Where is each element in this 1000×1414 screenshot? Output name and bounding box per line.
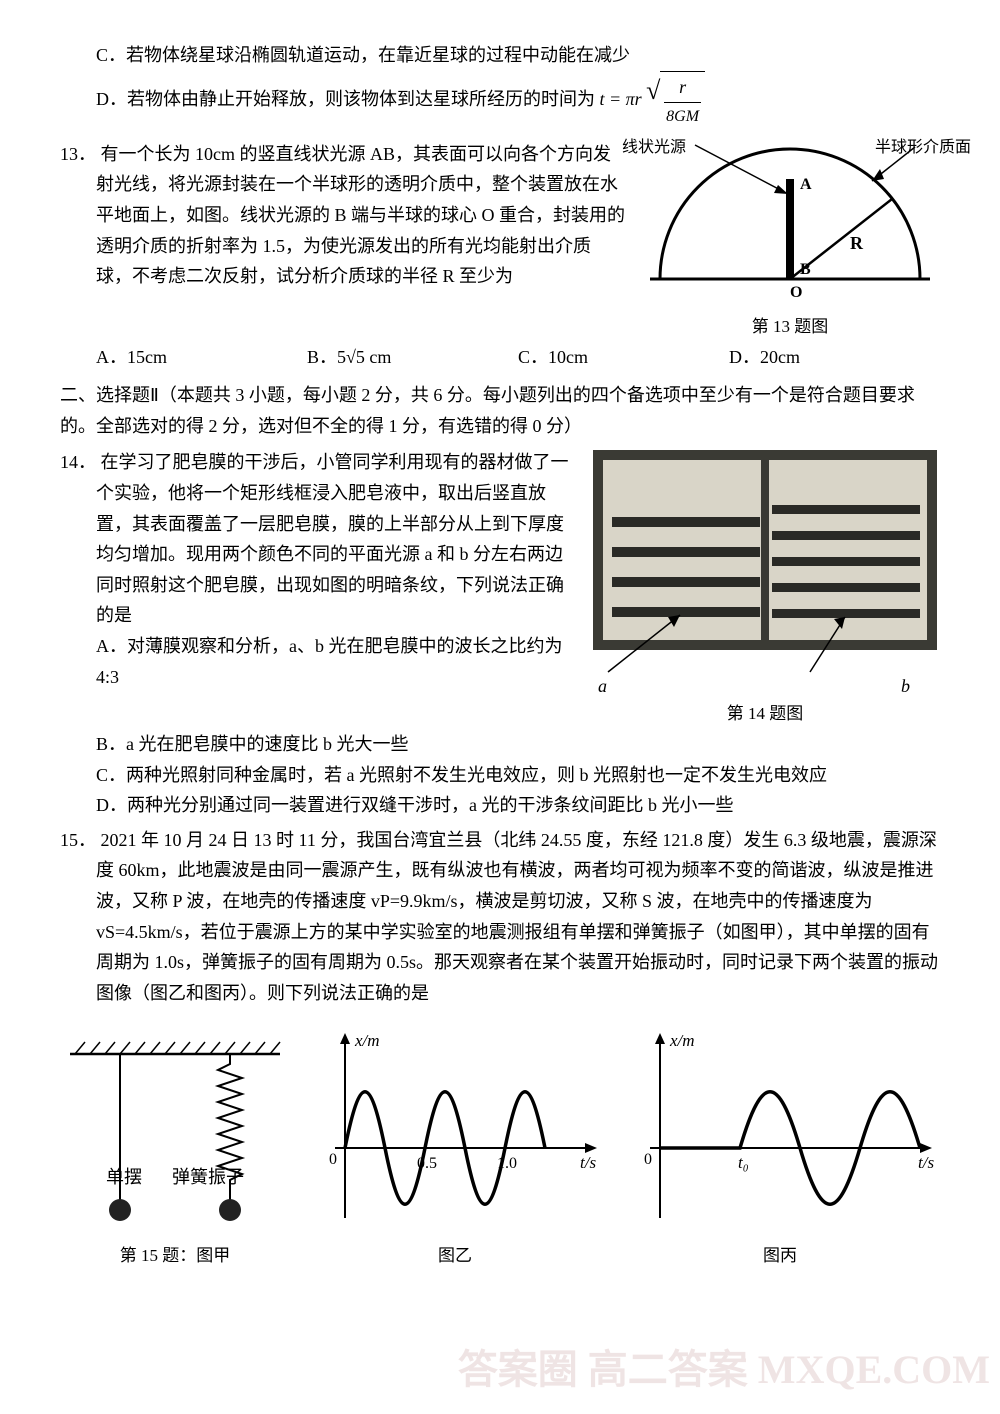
q14-figure: a b 第 14 题图 [590, 447, 940, 728]
q13-option-c: C．10cm [518, 342, 729, 373]
q15-spring-label: 弹簧振子 [172, 1162, 244, 1193]
svg-text:t₀: t₀ [738, 1153, 749, 1172]
q15-pendulum-label: 单摆 [106, 1162, 142, 1193]
q14-number: 14． [60, 447, 96, 478]
q15-fig2: x/m t/s 0 0.5 1.0 图乙 [305, 1028, 605, 1271]
q13-option-b: B．5√5 cm [307, 342, 518, 373]
q15-stem: 2021 年 10 月 24 日 13 时 11 分，我国台湾宜兰县（北纬 24… [96, 830, 938, 1003]
q12-optD-formula: t = πr √ r 8GM [600, 89, 706, 109]
q12-option-d: D．若物体由静止开始释放，则该物体到达星球所经历的时间为 t = πr √ r … [96, 71, 940, 131]
svg-text:x/m: x/m [669, 1031, 695, 1050]
svg-text:t/s: t/s [580, 1153, 596, 1172]
watermark: 答案圈 高二答案 MXQE.COM [458, 1336, 990, 1404]
q14-label-a: a [598, 671, 607, 702]
q13-option-a: A．15cm [96, 342, 307, 373]
q15-number: 15． [60, 825, 96, 856]
q14-option-b: B．a 光在肥皂膜中的速度比 b 光大一些 [96, 729, 940, 760]
q14-label-b: b [901, 671, 910, 702]
svg-text:x/m: x/m [354, 1031, 380, 1050]
q15-fig1: 单摆 弹簧振子 第 15 题：图甲 [60, 1032, 290, 1271]
q14-caption: 第 14 题图 [590, 700, 940, 729]
q13-figure: A B O R 线状光源 半球形介质面 第 13 题图 [640, 139, 940, 342]
q15-caption1: 第 15 题：图甲 [60, 1242, 290, 1271]
q13-label-shell: 半球形介质面 [875, 134, 971, 161]
q13-number: 13． [60, 139, 96, 170]
q13-label-source: 线状光源 [622, 134, 686, 161]
q13-caption: 第 13 题图 [640, 313, 940, 342]
q12-option-c: C．若物体绕星球沿椭圆轨道运动，在靠近星球的过程中动能在减少 [96, 40, 940, 71]
q12-optD-prefix: D．若物体由静止开始释放，则该物体到达星球所经历的时间为 [96, 89, 600, 109]
svg-text:R: R [850, 233, 864, 253]
q13-option-d: D．20cm [729, 342, 940, 373]
q15-fig3: x/m t/s 0 t₀ 图丙 [620, 1028, 940, 1271]
q14-option-c: C．两种光照射同种金属时，若 a 光照射不发生光电效应，则 b 光照射也一定不发… [96, 760, 940, 791]
svg-text:O: O [790, 284, 802, 301]
svg-text:0: 0 [644, 1151, 652, 1168]
svg-text:t/s: t/s [918, 1153, 934, 1172]
q14-option-d: D．两种光分别通过同一装置进行双缝干涉时，a 光的干涉条纹间距比 b 光小一些 [96, 790, 940, 821]
svg-text:0: 0 [329, 1151, 337, 1168]
svg-text:A: A [800, 176, 812, 193]
q15-caption3: 图丙 [620, 1242, 940, 1271]
q14-option-a: A．对薄膜观察和分析，a、b 光在肥皂膜中的波长之比约为 4:3 [96, 631, 576, 692]
section2-heading: 二、选择题Ⅱ（本题共 3 小题，每小题 2 分，共 6 分。每小题列出的四个备选… [60, 380, 940, 441]
q13-stem: 有一个长为 10cm 的竖直线状光源 AB，其表面可以向各个方向发射光线，将光源… [96, 144, 625, 286]
q14-stem: 在学习了肥皂膜的干涉后，小管同学利用现有的器材做了一个实验，他将一个矩形线框浸入… [96, 452, 569, 625]
q15-caption2: 图乙 [305, 1242, 605, 1271]
